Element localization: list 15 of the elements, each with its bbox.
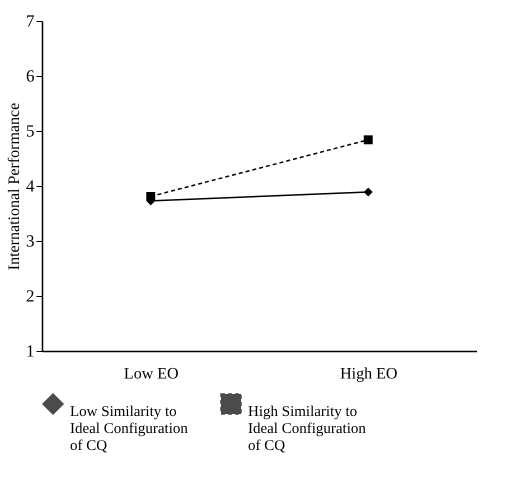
point — [364, 135, 373, 144]
legend-label: Low Similarity to Ideal Configuration of CQ — [70, 404, 188, 454]
point — [146, 192, 156, 201]
y-tick-label: 4 — [26, 176, 35, 196]
legend-label: High Similarity to Ideal Configuration of CQ — [248, 404, 366, 454]
x-tick-label: High EO — [340, 366, 398, 382]
y-tick-label: 7 — [26, 12, 35, 30]
point — [364, 188, 373, 197]
y-tick-label: 3 — [26, 232, 34, 250]
y-tick-label: 1 — [26, 342, 34, 360]
y-axis-title: International Performance — [6, 102, 23, 270]
y-tick-label: 6 — [26, 66, 34, 86]
x-tick-label: Low EO — [124, 366, 179, 382]
y-tick-label: 5 — [26, 122, 34, 140]
y-tick-label: 2 — [26, 286, 34, 306]
